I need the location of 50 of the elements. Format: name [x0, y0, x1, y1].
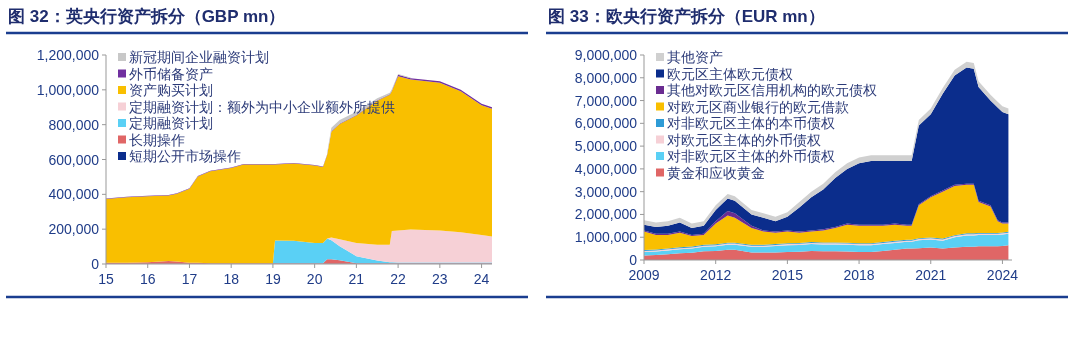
x-tick-label: 19	[265, 271, 281, 287]
x-tick-label: 20	[306, 271, 323, 287]
y-tick-label: 5,000,000	[574, 138, 638, 155]
y-tick-label: 1,000,000	[574, 229, 638, 246]
legend-label: 欧元区主体欧元债权	[667, 65, 793, 82]
y-tick-label: 9,000,000	[574, 47, 638, 63]
legend-label: 定期融资计划	[129, 115, 213, 131]
x-tick-label: 2021	[915, 267, 947, 283]
legend-label: 其他对欧元区信用机构的欧元债权	[667, 82, 877, 98]
legend-label: 对非欧元区主体的外币债权	[667, 148, 835, 164]
x-tick-label: 15	[98, 271, 114, 287]
x-tick-label: 21	[348, 271, 365, 287]
x-tick-label: 16	[139, 271, 156, 287]
y-tick-label: 0	[629, 252, 638, 268]
x-tick-label: 24	[473, 271, 490, 287]
legend-label: 对欧元区商业银行的欧元借款	[667, 98, 849, 115]
chart-title: 图 32：英央行资产拆分（GBP mn）	[8, 7, 286, 26]
y-tick-label: 2,000,000	[574, 206, 638, 223]
y-tick-label: 3,000,000	[574, 183, 638, 200]
legend-label: 对欧元区主体的外币债权	[667, 131, 821, 148]
x-tick-label: 23	[432, 271, 448, 287]
y-tick-label: 4,000,000	[574, 160, 638, 177]
legend-label: 对非欧元区主体的本币债权	[667, 115, 835, 131]
y-tick-label: 8,000,000	[574, 69, 638, 86]
y-tick-label: 800,000	[48, 116, 100, 133]
x-tick-label: 18	[223, 271, 240, 287]
y-tick-label: 7,000,000	[574, 92, 638, 109]
y-tick-label: 400,000	[48, 186, 100, 203]
legend-label: 黄金和应收黄金	[667, 164, 765, 181]
legend-label: 外币储备资产	[129, 65, 213, 82]
legend-label: 资产购买计划	[129, 82, 213, 98]
legend-label: 定期融资计划：额外为中小企业额外所提供	[129, 98, 395, 115]
x-tick-label: 17	[181, 271, 198, 287]
x-tick-label: 2009	[628, 267, 660, 283]
x-tick-label: 2024	[986, 267, 1019, 283]
x-tick-label: 22	[390, 271, 407, 287]
chart-title: 图 33：欧央行资产拆分（EUR mn）	[548, 7, 825, 26]
y-tick-label: 0	[91, 256, 100, 272]
x-tick-label: 2018	[843, 267, 875, 283]
legend-label: 新冠期间企业融资计划	[129, 49, 269, 65]
y-tick-label: 600,000	[48, 151, 100, 168]
x-tick-label: 2015	[771, 267, 804, 283]
x-tick-label: 2012	[700, 267, 732, 283]
y-tick-label: 1,200,000	[36, 47, 100, 63]
legend-label: 长期操作	[129, 131, 185, 148]
legend-label: 其他资产	[667, 49, 723, 65]
y-tick-label: 1,000,000	[36, 81, 100, 98]
y-tick-label: 200,000	[48, 221, 100, 238]
legend-label: 短期公开市场操作	[129, 148, 241, 164]
y-tick-label: 6,000,000	[574, 115, 638, 132]
